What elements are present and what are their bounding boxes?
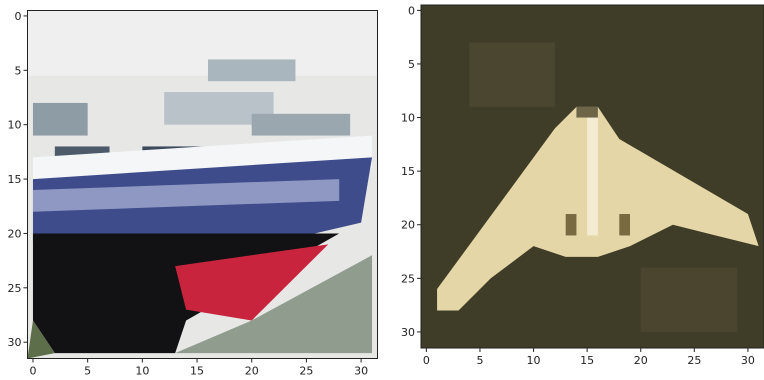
- x-tick-label: 20: [245, 365, 259, 377]
- y-tick-label: 15: [401, 165, 415, 178]
- boat-image: [28, 11, 378, 359]
- x-tick-label: 5: [476, 354, 483, 367]
- y-tick-label: 10: [401, 112, 415, 125]
- y-tick-label: 0: [408, 4, 415, 17]
- x-tick-label: 10: [135, 365, 149, 377]
- y-tick-label: 10: [8, 119, 22, 132]
- x-tick-label: 25: [687, 354, 701, 367]
- y-tick-label: 30: [401, 326, 415, 339]
- x-tick-label: 15: [580, 354, 594, 367]
- x-tick-label: 20: [634, 354, 648, 367]
- x-tick-label: 0: [423, 354, 430, 367]
- x-tick-label: 10: [527, 354, 541, 367]
- y-tick-label: 0: [15, 10, 22, 23]
- figure: 0 5 10 15 20 25 30 0 5 10 15 20 25 30 0 5 10 15 20 25 30 0 5 10…: [0, 0, 764, 376]
- y-tick-label: 20: [401, 219, 415, 232]
- x-tick-label: 30: [741, 354, 755, 367]
- x-tick-label: 30: [354, 365, 368, 377]
- y-tick-label: 5: [408, 58, 415, 71]
- x-tick-label: 25: [299, 365, 313, 377]
- y-tick-label: 25: [401, 272, 415, 285]
- y-tick-label: 30: [8, 336, 22, 349]
- y-tick-label: 20: [8, 227, 22, 240]
- x-tick-label: 5: [84, 365, 91, 377]
- plane-image: [421, 5, 764, 348]
- y-tick-label: 25: [8, 282, 22, 295]
- x-tick-label: 0: [29, 365, 36, 377]
- x-tick-label: 15: [190, 365, 204, 377]
- y-tick-label: 15: [8, 173, 22, 186]
- y-tick-label: 5: [15, 64, 22, 77]
